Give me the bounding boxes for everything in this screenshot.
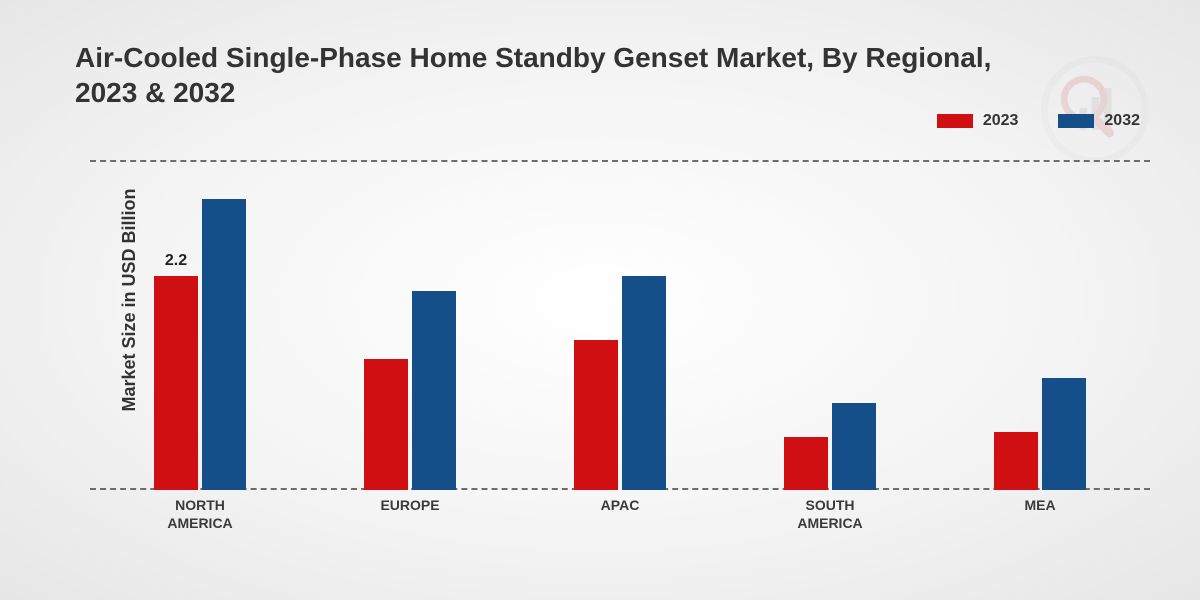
bar-group: 2.2 bbox=[120, 160, 280, 490]
x-axis-category-label: SOUTH AMERICA bbox=[750, 496, 910, 532]
watermark-logo bbox=[1040, 55, 1150, 165]
bar-2023 bbox=[574, 340, 618, 490]
bar-group bbox=[960, 160, 1120, 490]
bar-2032 bbox=[202, 199, 246, 490]
x-axis-labels: NORTH AMERICA EUROPE APAC SOUTH AMERICA MEA bbox=[90, 496, 1150, 532]
legend-item-2023: 2023 bbox=[937, 112, 1019, 130]
chart-title: Air-Cooled Single-Phase Home Standby Gen… bbox=[75, 40, 1055, 110]
legend-label-2023: 2023 bbox=[983, 112, 1019, 130]
legend-label-2032: 2032 bbox=[1104, 112, 1140, 130]
bar-2023 bbox=[994, 432, 1038, 490]
x-axis-category-label: MEA bbox=[960, 496, 1120, 532]
bar-2032 bbox=[832, 403, 876, 490]
bar-groups: 2.2 bbox=[90, 160, 1150, 490]
x-axis-category-label: APAC bbox=[540, 496, 700, 532]
bar-2023 bbox=[784, 437, 828, 490]
x-axis-category-label: EUROPE bbox=[330, 496, 490, 532]
legend: 2023 2032 bbox=[937, 112, 1140, 130]
bar-group bbox=[750, 160, 910, 490]
legend-swatch-2032 bbox=[1058, 114, 1094, 128]
x-axis-category-label: NORTH AMERICA bbox=[120, 496, 280, 532]
plot-area: 2.2 bbox=[90, 160, 1150, 490]
bar-2032 bbox=[412, 291, 456, 490]
bar-2023 bbox=[364, 359, 408, 490]
bar-2032 bbox=[1042, 378, 1086, 490]
legend-swatch-2023 bbox=[937, 114, 973, 128]
bar-group bbox=[540, 160, 700, 490]
bar-group bbox=[330, 160, 490, 490]
bar-2032 bbox=[622, 276, 666, 490]
bar-value-label: 2.2 bbox=[165, 252, 187, 270]
bar-2023: 2.2 bbox=[154, 276, 198, 490]
legend-item-2032: 2032 bbox=[1058, 112, 1140, 130]
